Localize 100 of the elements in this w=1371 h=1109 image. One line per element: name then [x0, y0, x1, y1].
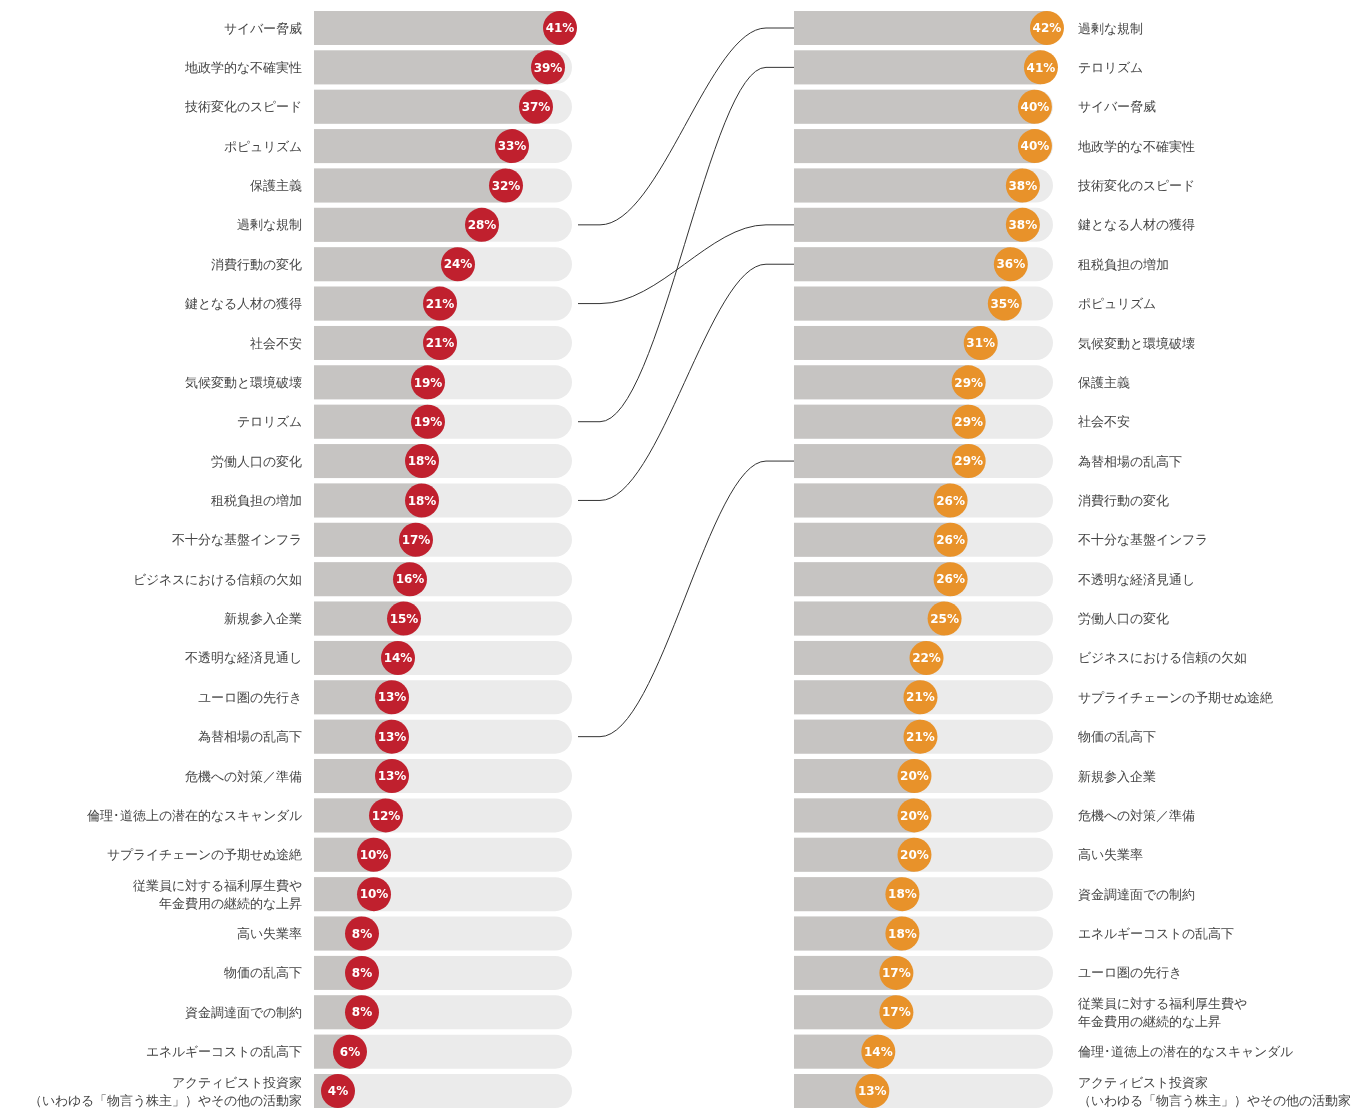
data-label: 15%: [389, 611, 419, 626]
y-tick-label: 社会不安: [1078, 414, 1130, 430]
y-tick-label: アクティビスト投資家（いわゆる「物言う株主」）やその他の活動家: [1078, 1074, 1351, 1108]
data-label: 18%: [888, 926, 917, 941]
data-label: 29%: [954, 454, 984, 469]
data-label: 26%: [936, 572, 965, 587]
y-tick-label: 危機への対策／準備: [1078, 807, 1195, 823]
data-label: 37%: [521, 99, 551, 114]
y-tick-label: エネルギーコストの乱高下: [146, 1044, 302, 1060]
y-tick-label: 気候変動と環境破壊: [1078, 335, 1195, 351]
y-tick-label: 不十分な基盤インフラ: [172, 532, 302, 548]
data-label: 19%: [413, 375, 443, 390]
y-tick-label: 不透明な経済見通し: [1078, 571, 1195, 587]
y-tick-label: 新規参入企業: [224, 611, 302, 627]
y-tick-label: サプライチェーンの予期せぬ途絶: [1078, 689, 1273, 705]
data-label: 41%: [545, 21, 575, 36]
y-tick-label: 不透明な経済見通し: [185, 650, 302, 666]
data-label: 13%: [377, 769, 407, 784]
y-tick-label: ユーロ圏の先行き: [198, 689, 302, 705]
data-label: 38%: [1008, 178, 1038, 193]
y-tick-label: 過剰な規制: [237, 217, 302, 233]
y-tick-label: 鍵となる人材の獲得: [1078, 217, 1195, 233]
y-tick-label: 過剰な規制: [1078, 20, 1143, 36]
y-tick-label: 為替相場の乱高下: [198, 729, 302, 745]
y-tick-label: 消費行動の変化: [211, 256, 302, 272]
data-label: 38%: [1008, 218, 1038, 233]
data-label: 26%: [936, 493, 965, 508]
y-tick-label: ビジネスにおける信頼の欠如: [133, 571, 302, 587]
data-label: 21%: [425, 336, 455, 351]
y-tick-label: 地政学的な不確実性: [1077, 138, 1195, 154]
y-tick-label: エネルギーコストの乱高下: [1078, 926, 1234, 942]
data-label: 39%: [533, 60, 563, 75]
y-tick-label: 新規参入企業: [1078, 768, 1156, 784]
data-label: 20%: [900, 808, 929, 823]
data-label: 18%: [407, 493, 437, 508]
data-label: 14%: [863, 1044, 893, 1059]
data-label: 18%: [888, 887, 917, 902]
data-label: 32%: [491, 178, 521, 193]
y-tick-label: 保護主義: [250, 178, 302, 194]
y-tick-label: 高い失業率: [237, 926, 302, 942]
data-label: 40%: [1020, 99, 1050, 114]
y-tick-label: 高い失業率: [1078, 847, 1143, 863]
y-tick-label: ポピュリズム: [1078, 296, 1156, 312]
data-label: 13%: [377, 729, 407, 744]
data-label: 17%: [401, 533, 431, 548]
data-label: 40%: [1020, 139, 1050, 154]
y-tick-label: 資金調達面での制約: [185, 1004, 302, 1020]
data-label: 12%: [371, 808, 401, 823]
y-tick-label: サイバー脅威: [224, 20, 302, 36]
y-tick-label: テロリズム: [237, 414, 302, 430]
data-label: 19%: [413, 414, 443, 429]
y-tick-label: 物価の乱高下: [224, 965, 302, 981]
y-tick-label: 技術変化のスピード: [184, 99, 302, 115]
data-label: 10%: [359, 887, 389, 902]
data-label: 8%: [351, 1005, 373, 1020]
y-tick-label: 消費行動の変化: [1078, 492, 1169, 508]
y-tick-label: 保護主義: [1078, 374, 1130, 390]
y-tick-label: 租税負担の増加: [1078, 256, 1169, 272]
data-label: 6%: [339, 1044, 361, 1059]
y-tick-label: 危機への対策／準備: [185, 768, 302, 784]
data-label: 22%: [912, 651, 941, 666]
data-label: 17%: [882, 1005, 911, 1020]
data-label: 18%: [407, 454, 437, 469]
y-tick-label: 物価の乱高下: [1078, 729, 1156, 745]
y-tick-label: 倫理･道徳上の潜在的なスキャンダル: [1077, 1044, 1293, 1060]
y-tick-label: 資金調達面での制約: [1078, 886, 1195, 902]
data-label: 14%: [383, 651, 413, 666]
data-label: 17%: [882, 966, 911, 981]
data-label: 29%: [954, 375, 984, 390]
data-label: 13%: [857, 1084, 887, 1099]
y-tick-label: ビジネスにおける信頼の欠如: [1078, 650, 1247, 666]
data-label: 21%: [906, 729, 935, 744]
y-tick-label: 技術変化のスピード: [1077, 178, 1195, 194]
y-tick-label: 地政学的な不確実性: [184, 59, 302, 75]
data-label: 24%: [443, 257, 473, 272]
data-label: 4%: [327, 1084, 349, 1099]
data-label: 21%: [906, 690, 935, 705]
y-tick-label: ポピュリズム: [224, 138, 302, 154]
y-tick-label: ユーロ圏の先行き: [1078, 965, 1182, 981]
data-label: 21%: [425, 296, 455, 311]
data-label: 33%: [497, 139, 527, 154]
data-label: 8%: [351, 966, 373, 981]
data-label: 26%: [936, 533, 965, 548]
data-label: 16%: [395, 572, 425, 587]
y-tick-label: 租税負担の増加: [211, 492, 302, 508]
y-tick-label: 従業員に対する福利厚生費や年金費用の継続的な上昇: [1078, 995, 1247, 1029]
y-tick-label: 従業員に対する福利厚生費や年金費用の継続的な上昇: [133, 877, 302, 911]
y-tick-label: サプライチェーンの予期せぬ途絶: [107, 847, 302, 863]
data-label: 42%: [1032, 21, 1062, 36]
y-tick-label: 鍵となる人材の獲得: [185, 296, 302, 312]
data-label: 13%: [377, 690, 407, 705]
y-tick-label: 労働人口の変化: [1078, 611, 1169, 627]
y-tick-label: 不十分な基盤インフラ: [1078, 532, 1208, 548]
data-label: 29%: [954, 414, 984, 429]
data-label: 20%: [900, 769, 929, 784]
data-label: 31%: [966, 336, 996, 351]
data-label: 8%: [351, 926, 373, 941]
y-tick-label: 社会不安: [250, 335, 302, 351]
data-label: 36%: [996, 257, 1026, 272]
y-tick-label: 労働人口の変化: [211, 453, 302, 469]
